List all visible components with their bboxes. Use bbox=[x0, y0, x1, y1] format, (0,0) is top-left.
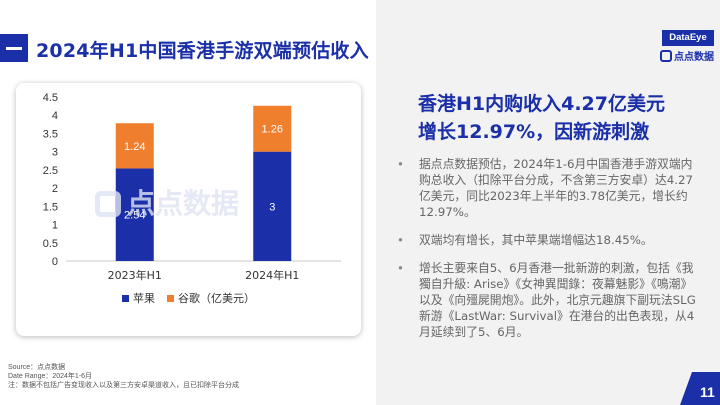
page-number: 11 bbox=[700, 384, 715, 400]
brand-mark-icon bbox=[660, 50, 672, 62]
chart-card: 0 0.5 1 1.5 2 2.5 3 3.5 4 4.5 2.54 1.24 2023年H1 3 1.26… bbox=[16, 83, 361, 336]
legend-label-apple: 苹果 bbox=[133, 291, 155, 305]
bar-google bbox=[253, 105, 292, 152]
y-tick-label: 0 bbox=[52, 256, 58, 268]
x-tick-label: 2024年H1 bbox=[245, 268, 299, 282]
x-tick-label: 2023年H1 bbox=[108, 268, 162, 282]
watermark: 点点数据 bbox=[95, 182, 239, 222]
y-tick-label: 4 bbox=[52, 110, 58, 122]
bullet-item: • 增长主要来自5、6月香港一批新游的刺激，包括《我獨自升級: Arise》《女神… bbox=[394, 260, 704, 340]
y-tick-label: 3 bbox=[52, 147, 58, 159]
watermark-text: 点点数据 bbox=[127, 187, 240, 220]
y-tick-label: 4.5 bbox=[43, 92, 58, 104]
headline-line-1: 香港H1内购收入4.27亿美元 bbox=[418, 93, 666, 115]
footer: Source：点点数据 Date Range：2024年1-6月 注：数据不包括… bbox=[8, 363, 239, 390]
brand-logo-sub-text: 点点数据 bbox=[674, 52, 714, 63]
bullet-item: • 双端均有增长，其中苹果端增幅达18.45%。 bbox=[394, 232, 704, 248]
bullet-dot-icon: • bbox=[397, 157, 404, 171]
y-tick-label: 1.5 bbox=[43, 201, 58, 213]
footer-note: 注：数据不包括广告变现收入以及第三方安卓渠道收入，且已扣除平台分成 bbox=[8, 382, 239, 389]
legend-label-google: 谷歌（亿美元） bbox=[178, 291, 255, 305]
y-tick-label: 1 bbox=[52, 220, 58, 232]
headline: 香港H1内购收入4.27亿美元 增长12.97%，因新游刺激 bbox=[418, 90, 665, 146]
data-label: 1.24 bbox=[124, 141, 145, 153]
y-tick-label: 2.5 bbox=[43, 165, 58, 177]
bullet-dot-icon: • bbox=[397, 261, 404, 275]
page-title: 2024年H1中国香港手游双端预估收入 bbox=[36, 40, 369, 62]
bullet-list: • 据点点数据预估，2024年1-6月中国香港手游双端内购总收入（扣除平台分成，不… bbox=[394, 156, 704, 352]
brand-logo-sub: 点点数据 bbox=[660, 50, 720, 66]
bar-google bbox=[115, 123, 154, 169]
headline-line-2: 增长12.97%，因新游刺激 bbox=[418, 121, 650, 143]
chart: 0 0.5 1 1.5 2 2.5 3 3.5 4 4.5 2.54 1.24 2023年H1 3 1.26… bbox=[43, 92, 341, 305]
bullet-text: 双端均有增长，其中苹果端增幅达18.45%。 bbox=[419, 233, 653, 247]
title-marker bbox=[0, 34, 28, 62]
legend-swatch-apple bbox=[122, 295, 129, 302]
data-label: 3 bbox=[269, 201, 275, 213]
y-tick-label: 0.5 bbox=[43, 238, 58, 250]
legend-swatch-google bbox=[167, 295, 174, 302]
bullet-dot-icon: • bbox=[397, 233, 404, 247]
bullet-text: 增长主要来自5、6月香港一批新游的刺激，包括《我獨自升級: Arise》《女神異… bbox=[419, 261, 696, 339]
bar-apple bbox=[115, 168, 154, 261]
brand-logo: DataEye bbox=[662, 30, 714, 46]
bar-apple bbox=[253, 151, 292, 261]
footer-source: Source：点点数据 bbox=[8, 364, 66, 371]
right-panel-background bbox=[376, 0, 720, 405]
footer-date-range: Date Range：2024年1-6月 bbox=[8, 373, 93, 380]
bullet-text: 据点点数据预估，2024年1-6月中国香港手游双端内购总收入（扣除平台分成，不含… bbox=[419, 157, 694, 219]
watermark-logo-icon bbox=[95, 191, 121, 217]
bullet-item: • 据点点数据预估，2024年1-6月中国香港手游双端内购总收入（扣除平台分成，不… bbox=[394, 156, 704, 220]
data-label: 2.54 bbox=[124, 210, 145, 222]
y-tick-label: 3.5 bbox=[43, 128, 58, 140]
data-label: 1.26 bbox=[262, 124, 283, 136]
y-tick-label: 2 bbox=[52, 183, 58, 195]
